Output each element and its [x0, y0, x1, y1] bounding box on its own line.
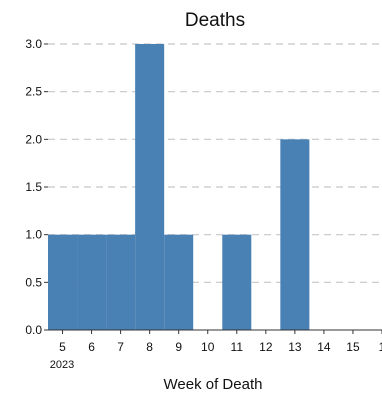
y-tick-label: 3.0 — [25, 37, 42, 51]
y-tick-label: 2.5 — [25, 85, 42, 99]
bar — [135, 44, 165, 330]
x-tick-label: 10 — [201, 340, 215, 354]
x-tick-label: 14 — [317, 340, 331, 354]
y-tick-label: 0.0 — [25, 323, 42, 337]
y-tick-label: 0.5 — [25, 275, 42, 289]
x-tick-label: 7 — [117, 340, 124, 354]
x-tick-label: 9 — [175, 340, 182, 354]
x-axis-year-label: 2023 — [50, 359, 74, 371]
x-tick-label: 11 — [231, 340, 244, 354]
x-tick-label: 1 — [379, 340, 382, 354]
bar — [164, 234, 194, 330]
bar — [280, 139, 310, 330]
bar — [222, 234, 252, 330]
x-tick-label: 5 — [59, 340, 66, 354]
gridlines — [48, 43, 382, 283]
bar — [48, 234, 78, 330]
x-tick-label: 6 — [88, 340, 95, 354]
bar — [77, 234, 107, 330]
bar — [106, 234, 136, 330]
x-axis-title: Week of Death — [164, 376, 263, 393]
x-tick-label: 13 — [288, 340, 302, 354]
axes: 0.0 0.5 1.0 1.5 2.0 2.5 3.0 5 6 7 8 9 10 11 12 13 14 15 1 — [25, 37, 382, 354]
bars — [48, 44, 310, 330]
x-tick-label: 8 — [146, 340, 153, 354]
x-tick-label: 15 — [346, 340, 360, 354]
y-tick-label: 2.0 — [25, 132, 42, 146]
y-tick-label: 1.5 — [25, 180, 42, 194]
x-tick-label: 12 — [259, 340, 273, 354]
y-tick-label: 1.0 — [25, 228, 42, 242]
chart-title: Deaths — [185, 10, 245, 31]
